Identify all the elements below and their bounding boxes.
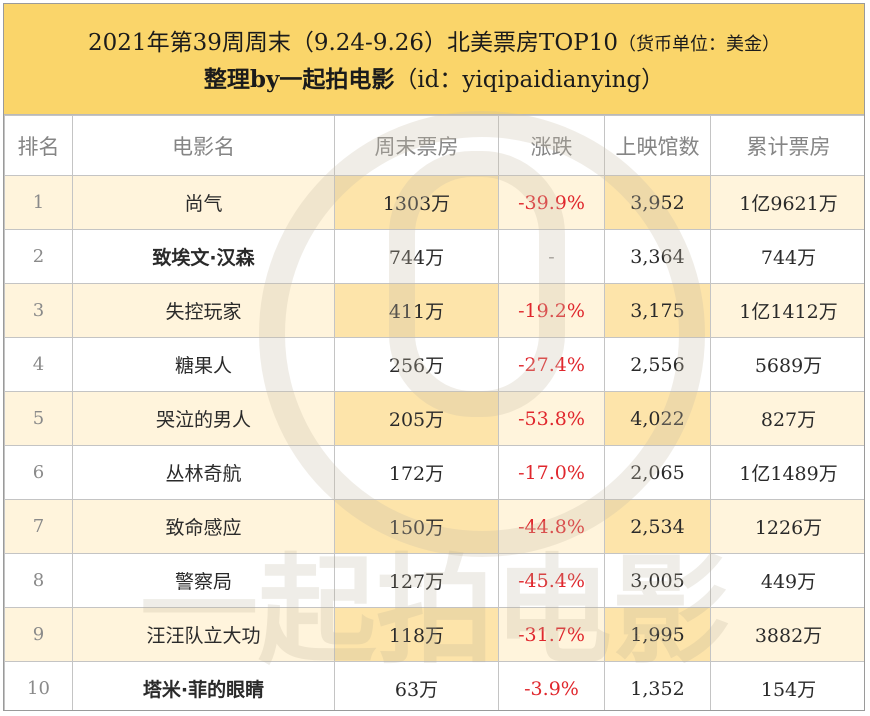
weekend-gross-cell: 205万 — [334, 391, 499, 446]
total-gross-cell: 3882万 — [710, 607, 864, 662]
subtitle-id: （id：yiqipaidianying） — [394, 67, 665, 93]
table-row: 4 糖果人 256万 -27.4% 2,556 5689万 — [4, 337, 864, 392]
weekend-gross-cell: 744万 — [334, 229, 499, 284]
table-row: 3 失控玩家 411万 -19.2% 3,175 1亿1412万 — [4, 283, 864, 338]
rank-cell: 9 — [4, 607, 73, 662]
col-header-total: 累计票房 — [710, 115, 864, 176]
change-cell: -3.9% — [498, 661, 605, 710]
film-title-cell: 汪汪队立大功 — [72, 607, 335, 662]
weekend-gross-cell: 172万 — [334, 445, 499, 500]
film-title-cell: 警察局 — [72, 553, 335, 608]
table-row: 2 致埃文·汉森 744万 - 3,364 744万 — [4, 229, 864, 284]
rank-cell: 5 — [4, 391, 73, 446]
theaters-cell: 1,352 — [604, 661, 711, 710]
page-title: 2021年第39周周末（9.24-9.26）北美票房TOP10（货币单位：美金） — [4, 28, 864, 60]
change-cell: -27.4% — [498, 337, 605, 392]
table-row: 6 丛林奇航 172万 -17.0% 2,065 1亿1489万 — [4, 445, 864, 500]
col-header-title: 电影名 — [72, 115, 335, 176]
page-subtitle: 整理by一起拍电影（id：yiqipaidianying） — [4, 65, 864, 95]
table-row: 10 塔米·菲的眼睛 63万 -3.9% 1,352 154万 — [4, 661, 864, 710]
total-gross-cell: 1亿9621万 — [710, 175, 864, 230]
change-cell: -44.8% — [498, 499, 605, 554]
rank-cell: 10 — [4, 661, 73, 710]
change-cell: -17.0% — [498, 445, 605, 500]
rank-cell: 4 — [4, 337, 73, 392]
col-header-weekend: 周末票房 — [334, 115, 499, 176]
rank-cell: 8 — [4, 553, 73, 608]
col-header-rank: 排名 — [4, 115, 73, 176]
total-gross-cell: 1226万 — [710, 499, 864, 554]
weekend-gross-cell: 411万 — [334, 283, 499, 338]
change-cell: -39.9% — [498, 175, 605, 230]
weekend-gross-cell: 1303万 — [334, 175, 499, 230]
film-title-cell: 哭泣的男人 — [72, 391, 335, 446]
total-gross-cell: 827万 — [710, 391, 864, 446]
table-row: 7 致命感应 150万 -44.8% 2,534 1226万 — [4, 499, 864, 554]
table-row: 8 警察局 127万 -45.4% 3,005 449万 — [4, 553, 864, 608]
change-cell: -53.8% — [498, 391, 605, 446]
theaters-cell: 3,005 — [604, 553, 711, 608]
box-office-table: 排名 电影名 周末票房 涨跌 上映馆数 累计票房 1 尚气 1303万 -39.… — [4, 115, 864, 710]
subtitle-credit: 整理by一起拍电影 — [203, 66, 395, 93]
table-row: 9 汪汪队立大功 118万 -31.7% 1,995 3882万 — [4, 607, 864, 662]
change-cell: -31.7% — [498, 607, 605, 662]
table-row: 5 哭泣的男人 205万 -53.8% 4,022 827万 — [4, 391, 864, 446]
theaters-cell: 2,065 — [604, 445, 711, 500]
table-row: 1 尚气 1303万 -39.9% 3,952 1亿9621万 — [4, 175, 864, 230]
theaters-cell: 3,952 — [604, 175, 711, 230]
total-gross-cell: 1亿1489万 — [710, 445, 864, 500]
film-title-cell: 尚气 — [72, 175, 335, 230]
rank-cell: 6 — [4, 445, 73, 500]
rank-cell: 7 — [4, 499, 73, 554]
film-title-cell: 丛林奇航 — [72, 445, 335, 500]
total-gross-cell: 1亿1412万 — [710, 283, 864, 338]
theaters-cell: 4,022 — [604, 391, 711, 446]
rank-cell: 1 — [4, 175, 73, 230]
total-gross-cell: 449万 — [710, 553, 864, 608]
rank-cell: 2 — [4, 229, 73, 284]
film-title-cell: 失控玩家 — [72, 283, 335, 338]
table-header-banner: 2021年第39周周末（9.24-9.26）北美票房TOP10（货币单位：美金）… — [4, 4, 864, 115]
col-header-theaters: 上映馆数 — [604, 115, 711, 176]
film-title-cell: 致命感应 — [72, 499, 335, 554]
total-gross-cell: 154万 — [710, 661, 864, 710]
currency-unit-note: （货币单位：美金） — [617, 34, 780, 55]
change-cell: -45.4% — [498, 553, 605, 608]
weekend-gross-cell: 127万 — [334, 553, 499, 608]
change-cell: -19.2% — [498, 283, 605, 338]
total-gross-cell: 744万 — [710, 229, 864, 284]
theaters-cell: 3,175 — [604, 283, 711, 338]
theaters-cell: 3,364 — [604, 229, 711, 284]
box-office-table-card: 2021年第39周周末（9.24-9.26）北美票房TOP10（货币单位：美金）… — [3, 3, 865, 711]
rank-cell: 3 — [4, 283, 73, 338]
column-header-row: 排名 电影名 周末票房 涨跌 上映馆数 累计票房 — [4, 115, 864, 176]
film-title-cell: 塔米·菲的眼睛 — [72, 661, 335, 710]
weekend-gross-cell: 63万 — [334, 661, 499, 710]
weekend-gross-cell: 150万 — [334, 499, 499, 554]
theaters-cell: 2,534 — [604, 499, 711, 554]
weekend-gross-cell: 118万 — [334, 607, 499, 662]
weekend-gross-cell: 256万 — [334, 337, 499, 392]
title-main: 2021年第39周周末（9.24-9.26）北美票房TOP10 — [88, 30, 618, 56]
theaters-cell: 2,556 — [604, 337, 711, 392]
change-cell: - — [498, 229, 605, 284]
total-gross-cell: 5689万 — [710, 337, 864, 392]
film-title-cell: 糖果人 — [72, 337, 335, 392]
theaters-cell: 1,995 — [604, 607, 711, 662]
film-title-cell: 致埃文·汉森 — [72, 229, 335, 284]
col-header-change: 涨跌 — [498, 115, 605, 176]
